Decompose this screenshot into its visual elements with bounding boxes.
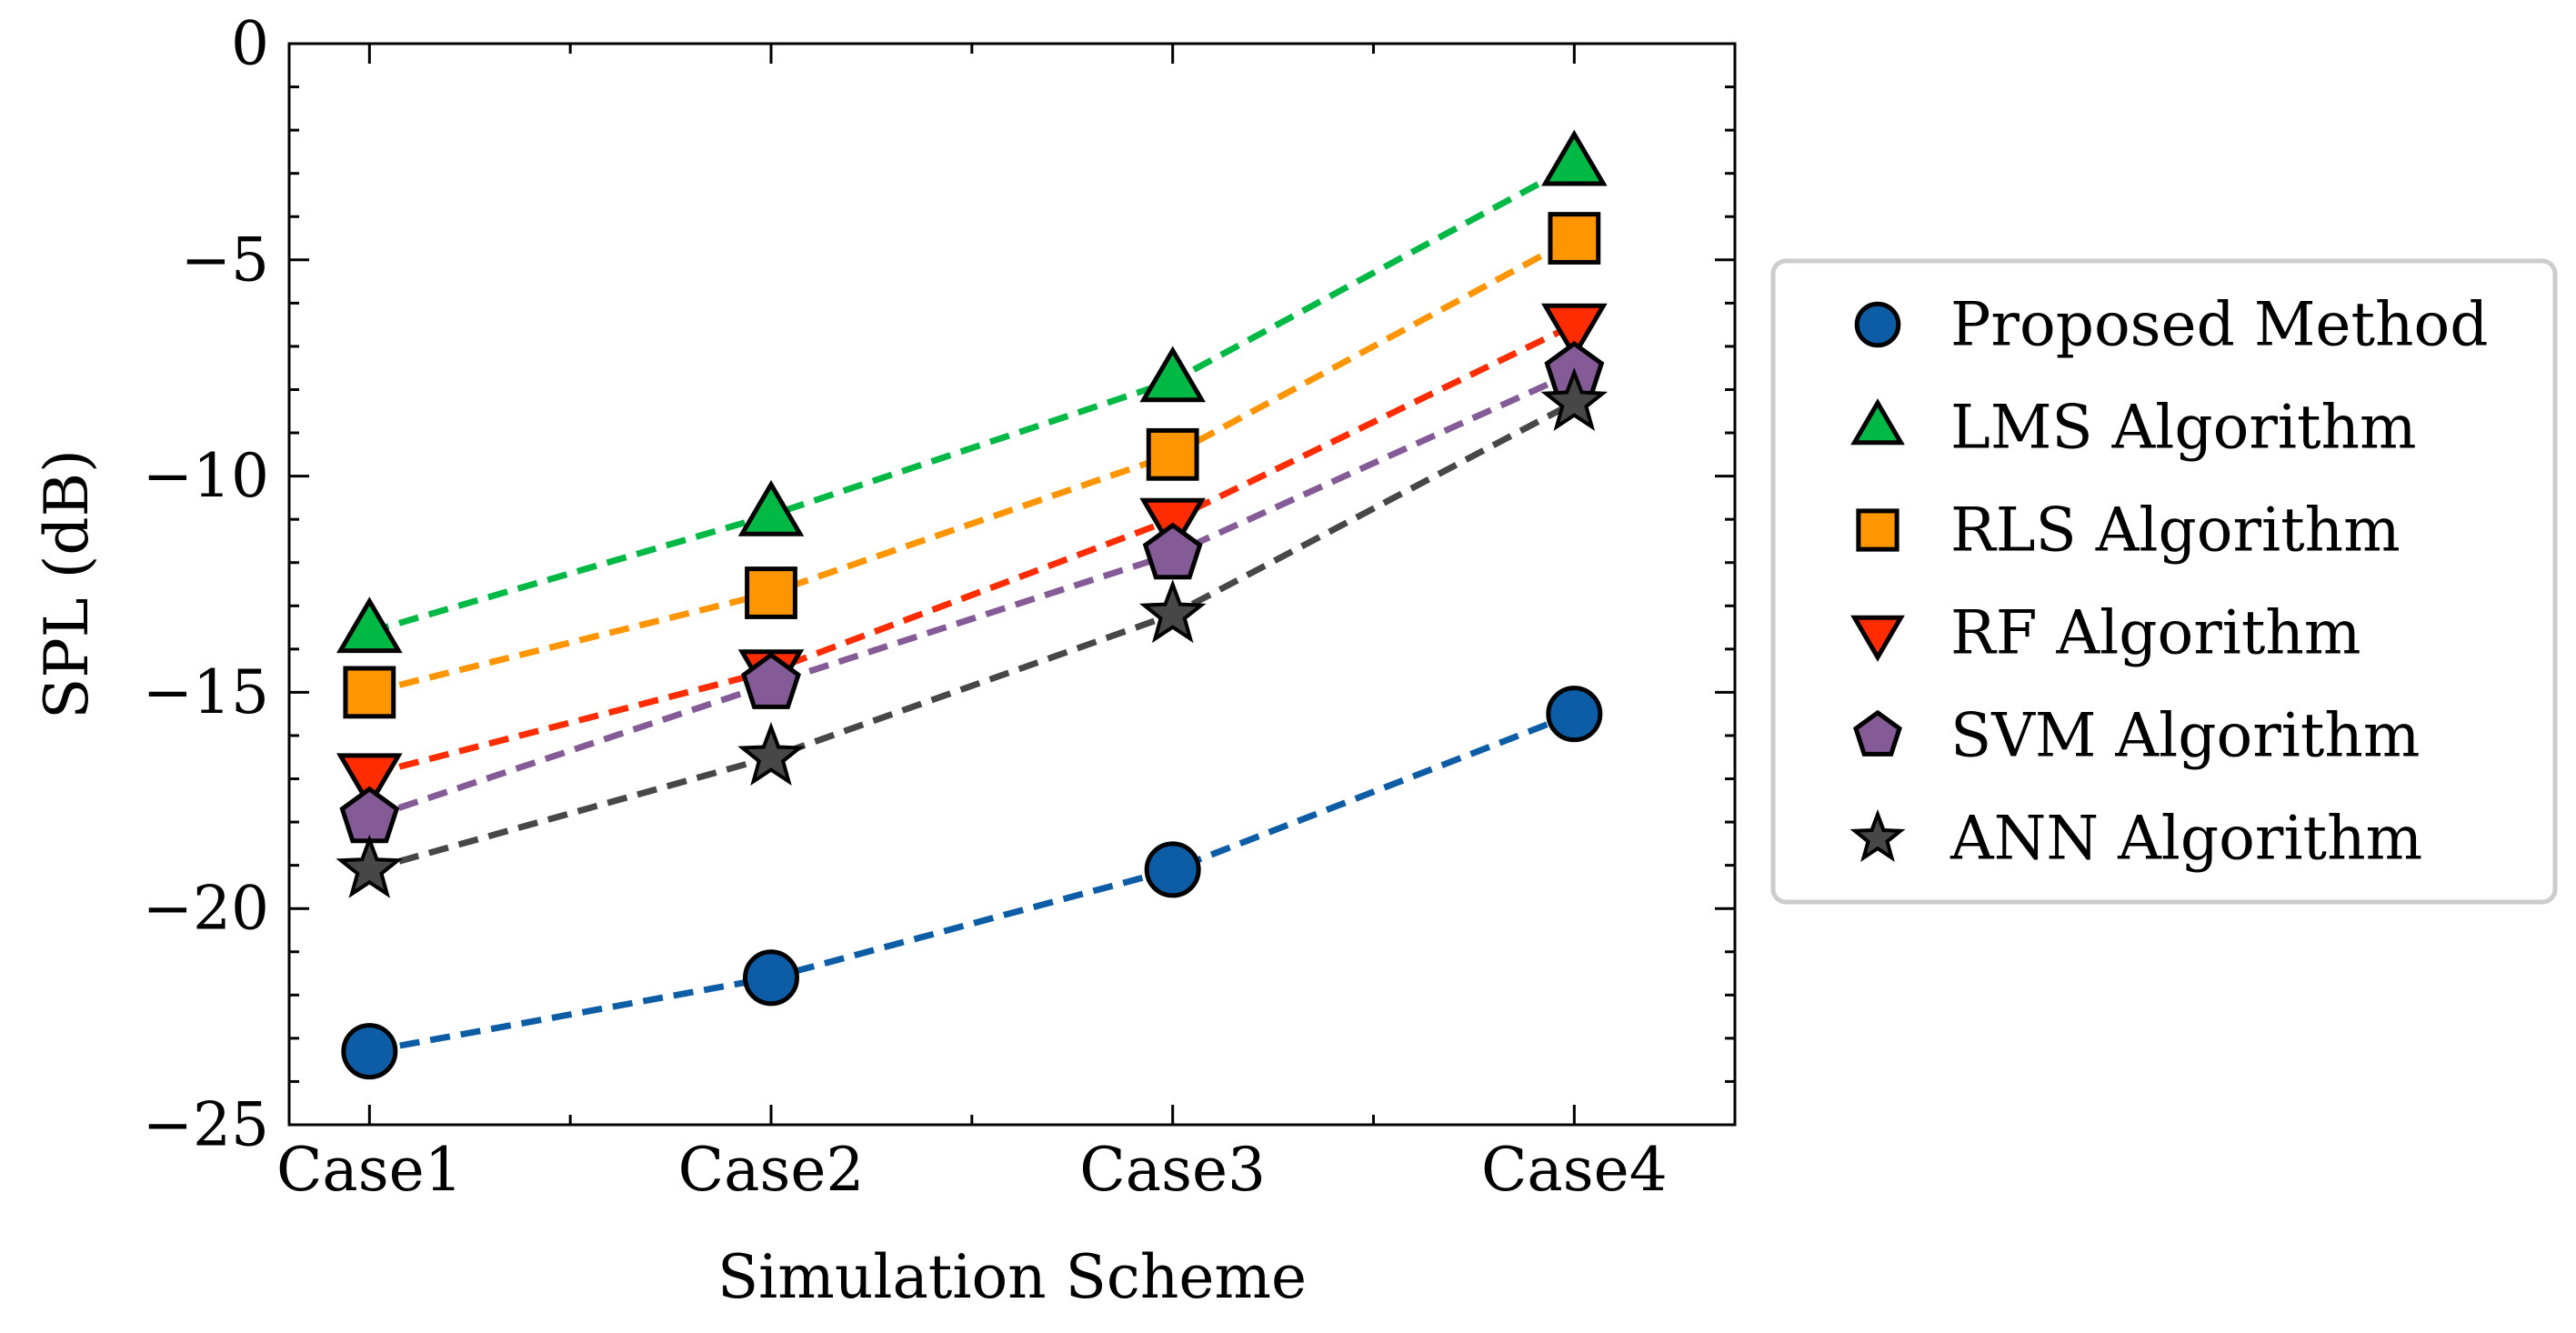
series-proposed-method [341,686,1603,1080]
y-tick-label: −20 [143,874,269,944]
legend-box [1770,258,2558,905]
legend-marker [1856,508,1899,552]
y-tick-label: −10 [143,441,269,511]
ticks-layer [289,42,1735,1127]
data-point [737,479,805,536]
series-ann-algorithm [336,366,1609,898]
data-point [343,666,396,719]
legend-label: LMS Algorithm [1950,393,2417,463]
series-line [368,399,1576,873]
y-tick-label: 0 [231,9,269,79]
series-line [368,369,1576,821]
data-point [339,786,400,844]
series-line [368,710,1576,1055]
data-point [1138,579,1207,644]
x-tick-label: Case2 [678,1135,865,1205]
legend-marker [1854,301,1901,348]
legend-label: RLS Algorithm [1950,496,2401,566]
series-rf-algorithm [336,303,1608,810]
data-point [1142,522,1203,580]
data-point [1541,129,1608,186]
legend-label: ANN Algorithm [1950,804,2422,874]
legend-item: ANN Algorithm [1849,804,2422,874]
series-svm-algorithm [339,340,1605,844]
legend-marker [1849,808,1906,863]
legend-label: Proposed Method [1950,290,2489,360]
x-axis-title: Simulation Scheme [717,1242,1307,1312]
legend-item: Proposed Method [1854,290,2489,360]
x-tick-label: Case3 [1079,1135,1266,1205]
x-tick-label: Case4 [1481,1135,1668,1205]
data-point [1144,841,1201,898]
y-tick-label: −25 [143,1090,269,1160]
legend: Proposed Method LMS Algorithm RLS Algorith… [1770,258,2558,905]
series-line [368,321,1576,778]
y-tick-label: −15 [143,657,269,727]
y-axis-title: SPL (dB) [32,449,102,719]
legend-item: SVM Algorithm [1853,701,2420,771]
series-line [368,235,1576,696]
data-point [1548,212,1601,265]
legend-item: RLS Algorithm [1856,496,2401,566]
data-point [1139,346,1206,403]
data-point [336,834,404,898]
data-point [745,566,797,619]
legend-marker [1850,398,1905,446]
data-point [336,596,403,654]
data-point [336,753,403,810]
x-tick-label: Case1 [276,1135,463,1205]
legend-item: RF Algorithm [1850,598,2361,668]
legend-marker [1853,709,1902,757]
data-point [737,721,805,787]
data-point [741,652,801,709]
data-point [1541,303,1608,360]
legend-label: SVM Algorithm [1950,701,2420,771]
data-point [341,1023,398,1080]
data-point [1540,366,1609,432]
series-line [368,162,1576,636]
y-tick-label: −5 [181,225,269,295]
series-rls-algorithm [343,212,1601,719]
legend-item: LMS Algorithm [1850,393,2417,463]
series-lms-algorithm [336,129,1608,654]
legend-marker [1850,615,1905,662]
data-point [1146,427,1199,481]
data-point [743,949,799,1007]
data-point [1546,686,1603,743]
series-layer [336,129,1609,1080]
plot-area-frame [287,42,1737,1127]
legend-label: RF Algorithm [1950,598,2361,668]
